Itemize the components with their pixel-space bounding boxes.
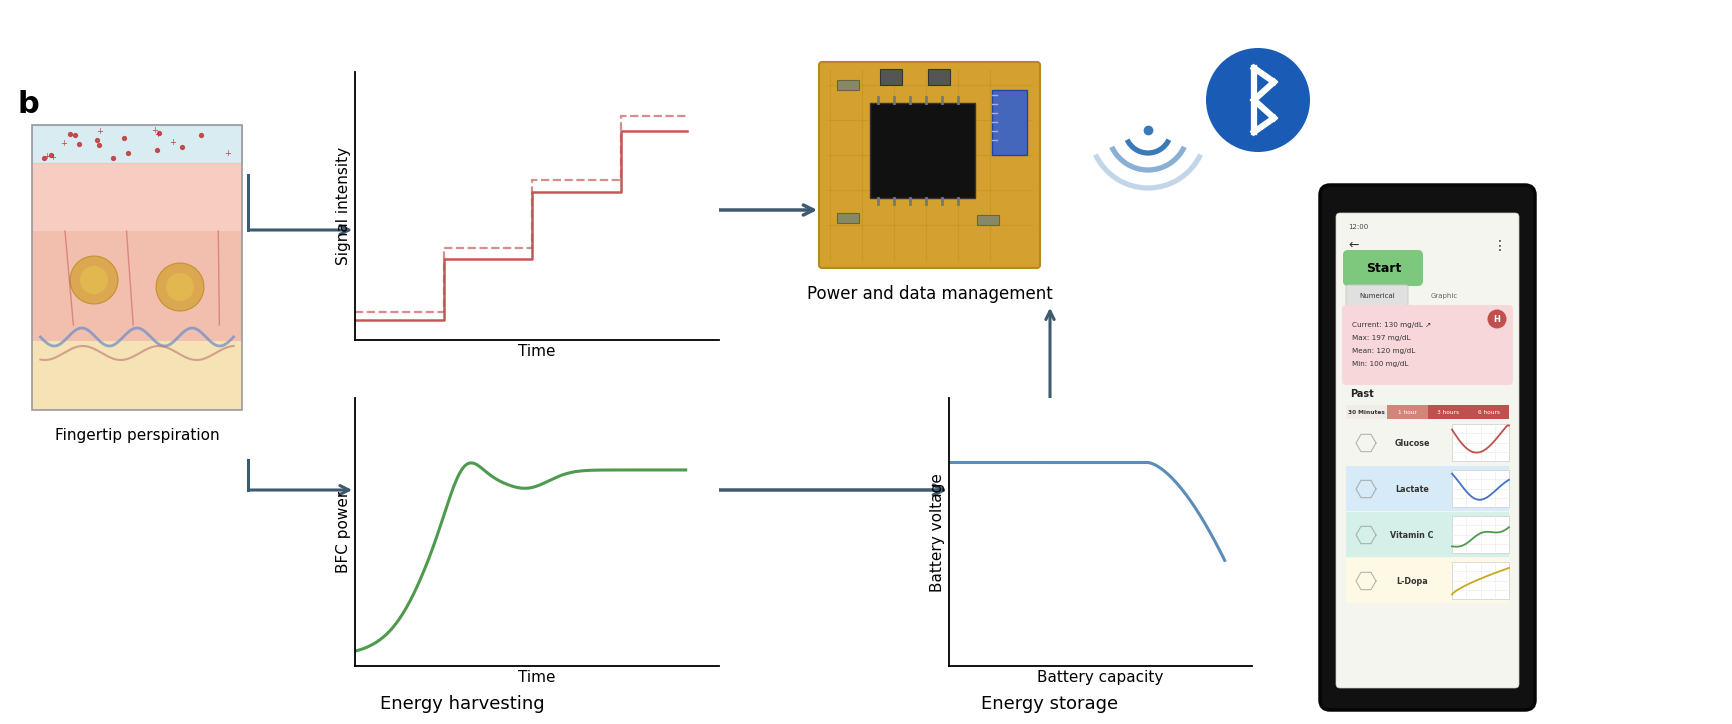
- Bar: [1469, 405, 1509, 419]
- Bar: [1346, 420, 1509, 465]
- Bar: [1346, 405, 1387, 419]
- Circle shape: [69, 256, 118, 304]
- Text: Current: 130 mg/dL ↗: Current: 130 mg/dL ↗: [1353, 322, 1431, 328]
- Text: Glucose: Glucose: [1394, 439, 1429, 447]
- Bar: [928, 69, 949, 85]
- Text: Graphic: Graphic: [1431, 293, 1458, 299]
- Bar: [869, 103, 975, 198]
- Text: Fingertip perspiration: Fingertip perspiration: [55, 428, 220, 443]
- Bar: [1346, 466, 1509, 511]
- Text: Numerical: Numerical: [1360, 293, 1394, 299]
- Text: +: +: [151, 126, 158, 135]
- FancyBboxPatch shape: [1346, 285, 1408, 306]
- Circle shape: [80, 266, 107, 294]
- Text: Lactate: Lactate: [1394, 484, 1429, 494]
- Bar: [31, 341, 242, 410]
- Text: +: +: [48, 153, 55, 162]
- Text: Max: 197 mg/dL: Max: 197 mg/dL: [1353, 335, 1410, 341]
- Text: +: +: [43, 152, 50, 161]
- Bar: [837, 80, 859, 90]
- Circle shape: [1205, 48, 1309, 152]
- Text: Past: Past: [1349, 389, 1373, 399]
- Text: Power and data management: Power and data management: [807, 285, 1053, 303]
- FancyBboxPatch shape: [1342, 305, 1514, 385]
- Bar: [1451, 424, 1509, 461]
- Bar: [1346, 558, 1509, 603]
- Bar: [1427, 405, 1469, 419]
- Y-axis label: BFC power: BFC power: [336, 491, 352, 573]
- Y-axis label: Signal intensity: Signal intensity: [336, 147, 352, 266]
- Text: Energy harvesting: Energy harvesting: [379, 695, 544, 713]
- Text: ←: ←: [1347, 239, 1358, 252]
- Text: 3 hours: 3 hours: [1438, 411, 1458, 416]
- Bar: [31, 163, 242, 231]
- Text: Start: Start: [1367, 263, 1401, 276]
- Bar: [31, 231, 242, 341]
- Bar: [1451, 516, 1509, 553]
- Text: ⋮: ⋮: [1493, 239, 1507, 253]
- FancyBboxPatch shape: [1342, 250, 1424, 286]
- Y-axis label: Battery voltage: Battery voltage: [930, 473, 946, 592]
- Text: +: +: [95, 127, 102, 136]
- Text: Mean: 120 mg/dL: Mean: 120 mg/dL: [1353, 348, 1415, 354]
- Bar: [31, 125, 242, 163]
- Bar: [992, 90, 1027, 155]
- Bar: [1346, 512, 1509, 557]
- Bar: [31, 125, 242, 410]
- X-axis label: Time: Time: [518, 670, 556, 685]
- Text: L-Dopa: L-Dopa: [1396, 576, 1427, 586]
- Bar: [837, 213, 859, 223]
- X-axis label: Battery capacity: Battery capacity: [1037, 670, 1164, 685]
- Text: 12:00: 12:00: [1347, 224, 1368, 230]
- Bar: [1451, 470, 1509, 507]
- Text: Vitamin C: Vitamin C: [1391, 531, 1434, 539]
- FancyBboxPatch shape: [1335, 213, 1519, 688]
- Text: +: +: [154, 130, 161, 138]
- Text: +: +: [170, 138, 177, 147]
- Bar: [1451, 562, 1509, 599]
- Circle shape: [156, 263, 204, 311]
- Text: 1 hour: 1 hour: [1398, 411, 1417, 416]
- Text: Min: 100 mg/dL: Min: 100 mg/dL: [1353, 361, 1408, 367]
- Bar: [1387, 405, 1427, 419]
- Bar: [977, 215, 999, 225]
- Bar: [880, 69, 902, 85]
- Circle shape: [1488, 309, 1507, 329]
- Text: Energy storage: Energy storage: [982, 695, 1119, 713]
- Circle shape: [166, 273, 194, 301]
- Text: H: H: [1493, 314, 1500, 324]
- Text: Sensing: Sensing: [426, 408, 497, 426]
- Text: b: b: [17, 90, 40, 119]
- FancyBboxPatch shape: [1320, 185, 1535, 710]
- FancyBboxPatch shape: [819, 62, 1039, 268]
- Text: +: +: [223, 148, 230, 158]
- Text: 6 hours: 6 hours: [1477, 411, 1500, 416]
- Text: 30 Minutes: 30 Minutes: [1347, 411, 1386, 416]
- X-axis label: Time: Time: [518, 345, 556, 359]
- Text: +: +: [61, 139, 68, 148]
